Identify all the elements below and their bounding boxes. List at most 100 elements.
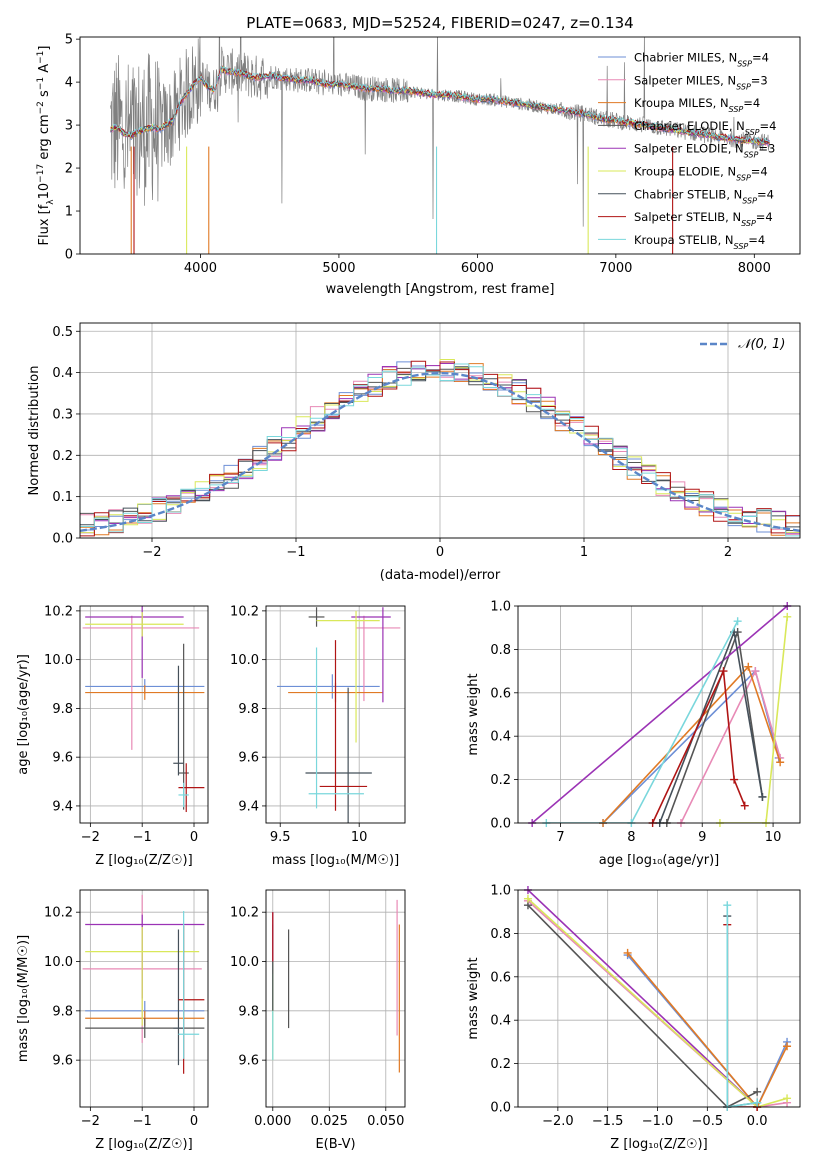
errorbar-point xyxy=(85,606,184,678)
tick-label-y: 0.4 xyxy=(52,366,73,381)
histogram-series xyxy=(80,363,800,537)
chart-title: PLATE=0683, MJD=52524, FIBERID=0247, z=0… xyxy=(246,14,633,32)
tick-label-y: 3 xyxy=(65,119,73,134)
legend-label: Kroupa MILES, NSSP=4 xyxy=(634,96,760,114)
tick-label-x: 1 xyxy=(580,545,588,560)
tick-label-x: −2 xyxy=(81,1114,100,1129)
tick-label-x: 9.5 xyxy=(270,830,291,845)
weight-line xyxy=(626,952,788,1107)
tick-label-y: 0.4 xyxy=(490,1014,511,1029)
tick-label-y: 9.6 xyxy=(52,751,73,766)
weight-line xyxy=(626,954,788,1107)
x-axis-label: E(B-V) xyxy=(315,1137,355,1152)
weight-marker xyxy=(751,667,760,676)
tick-label-y: 5 xyxy=(65,33,73,48)
weight-line xyxy=(531,606,788,823)
mass_weight_vs_Z-frame xyxy=(517,889,801,1108)
tick-label-y: 0.0 xyxy=(52,532,73,547)
tick-label-y: 0.1 xyxy=(52,490,73,505)
tick-label-y: 9.4 xyxy=(52,799,73,814)
tick-label-y: 10.0 xyxy=(44,653,73,668)
residuals-frame xyxy=(79,322,801,539)
errorbar-point xyxy=(351,607,391,703)
x-axis-label: (data-model)/error xyxy=(380,568,501,583)
tick-label-y: 0.8 xyxy=(490,927,511,942)
legend-label: Kroupa ELODIE, NSSP=4 xyxy=(634,165,768,183)
errorbar-point xyxy=(308,647,364,809)
tick-label-y: 10.2 xyxy=(44,604,73,619)
tick-label-y: 0.2 xyxy=(52,449,73,464)
tick-label-y: 9.6 xyxy=(52,1054,73,1069)
tick-label-x: −0.5 xyxy=(692,1114,724,1129)
tick-label-y: 9.8 xyxy=(52,1004,73,1019)
weight-line xyxy=(602,669,780,823)
tick-label-x: 6000 xyxy=(461,261,494,276)
weight-marker xyxy=(719,667,728,676)
tick-label-y: 9.4 xyxy=(238,799,259,814)
weight-line xyxy=(527,890,758,1107)
tick-label-x: 10 xyxy=(351,830,368,845)
model-spectrum xyxy=(110,65,770,144)
weight-marker xyxy=(730,775,739,784)
tick-label-y: 1 xyxy=(65,205,73,220)
weight-line xyxy=(726,905,758,1107)
tick-label-y: 0.3 xyxy=(52,407,73,422)
weight-marker xyxy=(783,1094,792,1103)
errorbar-point xyxy=(308,607,325,627)
spectrum-axes xyxy=(76,38,755,258)
tick-label-x: −1 xyxy=(133,1114,152,1129)
tick-label-x: 10 xyxy=(765,830,782,845)
mass_weight_vs_Z-axes xyxy=(514,889,800,1111)
tick-label-x: 5000 xyxy=(322,261,355,276)
tick-label-y: 10.2 xyxy=(230,906,259,921)
legend-label: Salpeter MILES, NSSP=3 xyxy=(634,73,768,91)
tick-label-x: −1 xyxy=(133,830,152,845)
mass_vs_Z-frame xyxy=(79,889,209,1108)
tick-label-x: 0.0 xyxy=(747,1114,768,1129)
tick-label-y: 9.6 xyxy=(238,1054,259,1069)
tick-label-y: 10.0 xyxy=(230,653,259,668)
x-axis-label: age [log₁₀(age/yr)] xyxy=(599,853,720,868)
tick-label-y: 0 xyxy=(65,248,73,263)
legend-label: Salpeter ELODIE, NSSP=3 xyxy=(634,142,775,160)
tick-label-y: 10.2 xyxy=(230,604,259,619)
weight-marker xyxy=(753,1087,762,1096)
normal-reference-curve xyxy=(80,371,800,532)
errorbar-point xyxy=(173,929,184,1066)
tick-label-x: 0.000 xyxy=(254,1114,291,1129)
tick-label-x: 7 xyxy=(556,830,564,845)
tick-label-y: 0.0 xyxy=(490,817,511,832)
tick-label-x: 8 xyxy=(627,830,635,845)
tick-label-y: 0.0 xyxy=(490,1101,511,1116)
errorbar-point xyxy=(82,615,200,750)
tick-label-y: 1.0 xyxy=(490,884,511,899)
histogram-series xyxy=(80,360,800,537)
weight-marker xyxy=(623,948,632,957)
weight-line xyxy=(546,620,739,823)
tick-label-x: 4000 xyxy=(184,261,217,276)
tick-label-x: −2.0 xyxy=(542,1114,574,1129)
x-axis-label: Z [log₁₀(Z/Z☉)] xyxy=(95,853,192,868)
tick-label-x: 9 xyxy=(698,830,706,845)
legend-label: Chabrier ELODIE, NSSP=4 xyxy=(634,119,776,137)
y-axis-label: Flux [fλ10−17 erg cm−2 s−1 A−1] xyxy=(36,46,56,246)
legend-label: Salpeter STELIB, NSSP=4 xyxy=(634,210,773,228)
tick-label-y: 0.6 xyxy=(490,686,511,701)
weight-line xyxy=(527,898,788,1107)
mass_weight_vs_age-frame xyxy=(517,605,801,824)
errorbar-point xyxy=(173,665,184,776)
legend-label: 𝒩(0, 1) xyxy=(738,337,785,352)
weight-marker xyxy=(783,612,792,621)
tick-label-y: 0.5 xyxy=(52,325,73,340)
weight-line xyxy=(651,668,746,823)
y-axis-label: mass weight xyxy=(466,957,481,1039)
tick-label-y: 0.2 xyxy=(490,1057,511,1072)
tick-label-y: 9.8 xyxy=(238,1004,259,1019)
errorbar-point xyxy=(85,1018,205,1038)
errorbar-point xyxy=(356,615,401,702)
weight-marker xyxy=(523,894,532,903)
errorbar-point xyxy=(316,610,380,743)
tick-label-y: 10.0 xyxy=(230,955,259,970)
weight-line xyxy=(719,616,788,823)
